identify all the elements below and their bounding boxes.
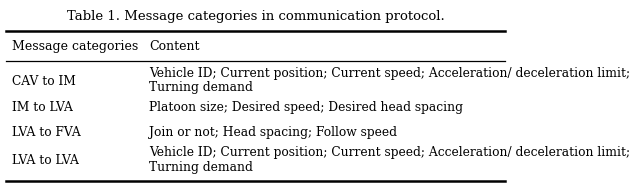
Text: CAV to IM: CAV to IM (12, 75, 76, 88)
Text: Content: Content (148, 40, 199, 53)
Text: Vehicle ID; Current position; Current speed; Acceleration/ deceleration limit;: Vehicle ID; Current position; Current sp… (148, 67, 630, 80)
Text: IM to LVA: IM to LVA (12, 101, 72, 114)
Text: Turning demand: Turning demand (148, 160, 253, 174)
Text: Platoon size; Desired speed; Desired head spacing: Platoon size; Desired speed; Desired hea… (148, 101, 463, 114)
Text: Turning demand: Turning demand (148, 82, 253, 95)
Text: LVA to LVA: LVA to LVA (12, 154, 79, 167)
Text: LVA to FVA: LVA to FVA (12, 126, 80, 139)
Text: Message categories: Message categories (12, 40, 138, 53)
Text: Vehicle ID; Current position; Current speed; Acceleration/ deceleration limit;: Vehicle ID; Current position; Current sp… (148, 146, 630, 159)
Text: Table 1. Message categories in communication protocol.: Table 1. Message categories in communica… (67, 10, 444, 23)
Text: Join or not; Head spacing; Follow speed: Join or not; Head spacing; Follow speed (148, 126, 397, 139)
